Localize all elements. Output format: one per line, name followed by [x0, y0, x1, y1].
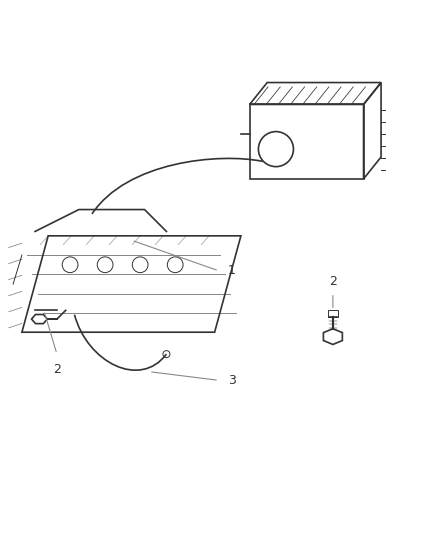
Text: 2: 2 — [53, 363, 61, 376]
Text: 2: 2 — [329, 276, 337, 288]
Text: 3: 3 — [228, 374, 236, 387]
Text: 1: 1 — [228, 264, 236, 277]
